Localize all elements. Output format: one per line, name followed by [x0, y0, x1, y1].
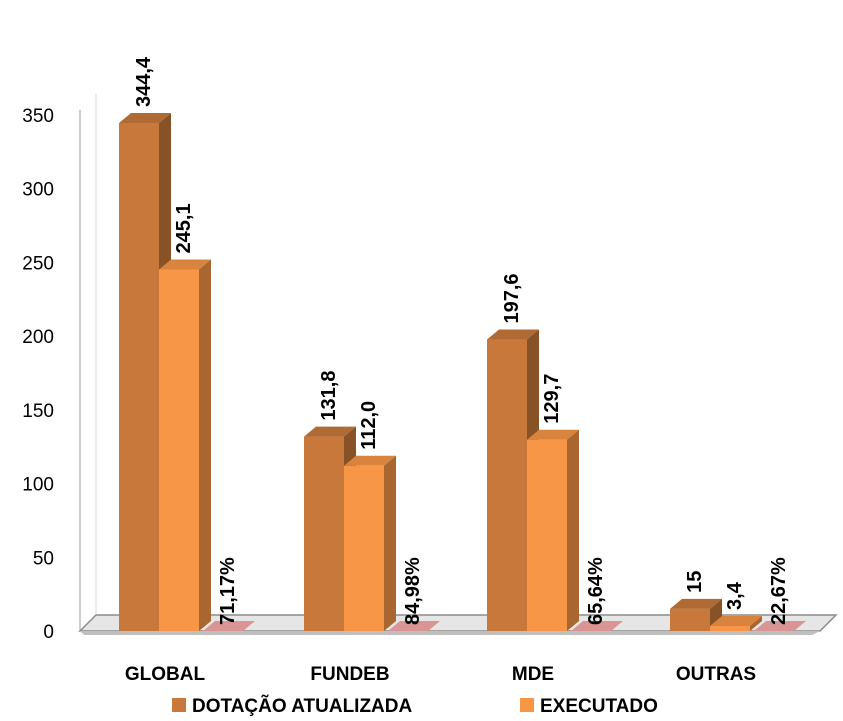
bar-executado-mde-top: [527, 429, 579, 440]
bar-executado-mde-side: [567, 429, 579, 631]
y-tick-label: 100: [22, 475, 54, 496]
value-label-dotacao: 197,6: [501, 273, 523, 323]
y-tick-label: 50: [33, 548, 54, 569]
bar-executado-outras-top: [710, 615, 762, 626]
y-tick-label: 150: [22, 401, 54, 422]
back-wall-depth: [79, 93, 97, 632]
value-label-dotacao: 131,8: [318, 371, 340, 421]
y-tick-label: 350: [22, 106, 54, 127]
percentage-label: 65,64%: [585, 557, 607, 625]
bar-executado-mde-front: [527, 439, 567, 631]
y-tick-label: 250: [22, 253, 54, 274]
data-labels: 344,4 245,1 71,17% 131,8 112,0 84,98% 197,6 129…: [133, 56, 790, 625]
category-label-fundeb: FUNDEB: [310, 664, 389, 685]
percentage-mark-outras: [754, 621, 806, 631]
percentage-mark-top: [754, 621, 806, 631]
bar-dotacao-mde-front: [487, 339, 527, 631]
bar-executado-fundeb-front: [344, 465, 384, 631]
value-label-executado: 112,0: [358, 401, 380, 450]
bar-executado-mde: [527, 429, 579, 631]
bar-executado-outras: [710, 615, 762, 631]
bar-dotacao-global-top: [119, 113, 171, 124]
legend-swatch: [172, 698, 186, 712]
percentage-mark-fundeb: [388, 621, 440, 631]
bar-executado-fundeb: [344, 455, 396, 631]
bar-dotacao-outras-front: [670, 608, 710, 631]
percentage-label: 71,17%: [217, 557, 239, 625]
bar-dotacao-global-front: [119, 123, 159, 631]
percentage-mark-global: [203, 621, 255, 631]
percentage-label: 84,98%: [402, 557, 424, 625]
percentage-label: 22,67%: [768, 557, 790, 625]
legend-label: EXECUTADO: [540, 696, 658, 717]
legend-swatch: [520, 698, 534, 712]
legend-item-executado: EXECUTADO: [520, 696, 658, 717]
percentage-mark-mde: [571, 621, 623, 631]
bar-executado-global-side: [199, 259, 211, 631]
bar-dotacao-mde-top: [487, 329, 539, 340]
legend-item-dotacao: DOTAÇÃO ATUALIZADA: [172, 695, 413, 717]
legend-label: DOTAÇÃO ATUALIZADA: [192, 695, 413, 717]
category-labels: GLOBAL FUNDEB MDE OUTRAS: [125, 664, 756, 685]
bar-executado-fundeb-top: [344, 455, 396, 466]
y-axis-ticks: 0 50 100 150 200 250 300 350: [22, 106, 54, 643]
bar-executado-global-front: [159, 269, 199, 631]
percentage-mark-top: [203, 621, 255, 631]
bar-executado-outras-front: [710, 625, 750, 631]
value-label-executado: 3,4: [724, 581, 746, 610]
percentage-mark-top: [571, 621, 623, 631]
value-label-executado: 129,7: [541, 374, 563, 424]
bars: [119, 113, 806, 631]
percentage-mark-top: [388, 621, 440, 631]
bar-executado-global-top: [159, 259, 211, 270]
category-label-global: GLOBAL: [125, 664, 206, 685]
bar-dotacao-fundeb-top: [304, 426, 356, 437]
y-tick-label: 300: [22, 180, 54, 201]
value-label-dotacao: 15: [684, 571, 706, 593]
y-tick-label: 200: [22, 327, 54, 348]
legend: DOTAÇÃO ATUALIZADA EXECUTADO: [172, 695, 658, 717]
bar-dotacao-fundeb-front: [304, 436, 344, 631]
bar-executado-fundeb-side: [384, 455, 396, 631]
value-label-executado: 245,1: [173, 203, 195, 253]
value-label-dotacao: 344,4: [133, 56, 155, 107]
y-tick-label: 0: [43, 622, 54, 643]
bar-executado-outras-side: [750, 615, 762, 631]
bar-executado-global: [159, 259, 211, 631]
floor-edge: [80, 631, 820, 635]
bar-dotacao-outras-top: [670, 598, 722, 609]
category-label-mde: MDE: [512, 664, 554, 685]
category-label-outras: OUTRAS: [676, 664, 756, 685]
